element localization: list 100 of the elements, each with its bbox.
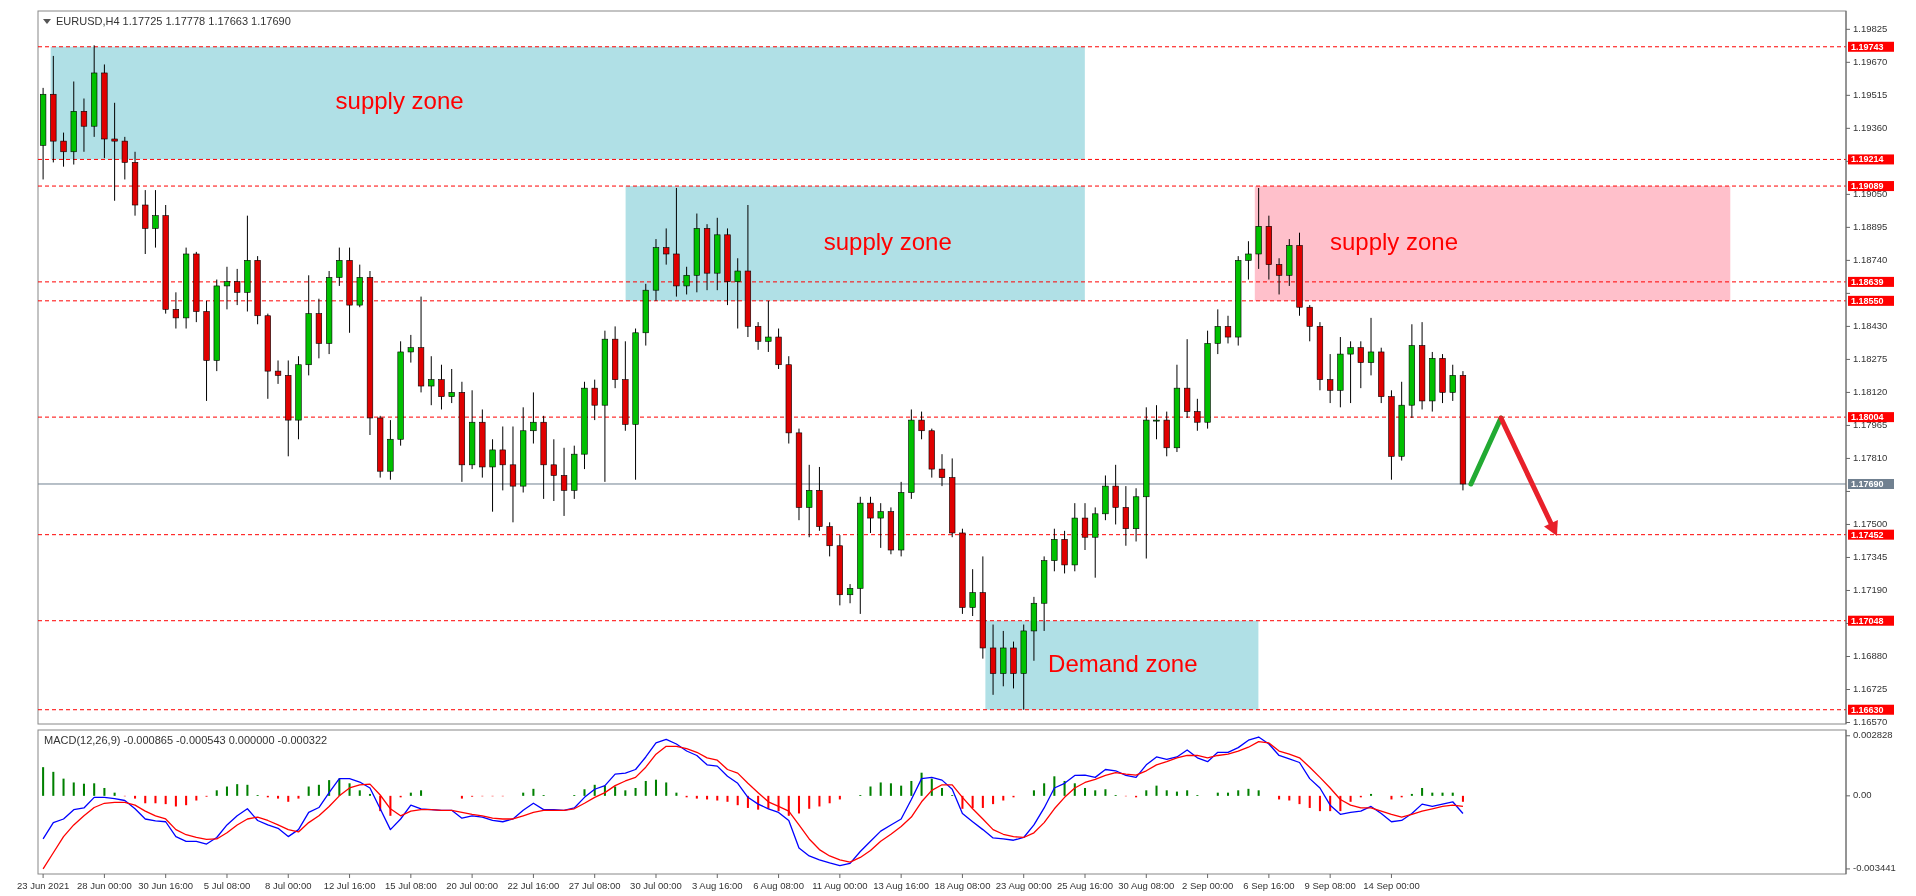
candlestick [806,464,813,538]
bar [1318,795,1321,812]
x-tick-label: 22 Jul 16:00 [507,880,560,891]
y-tick-label: 1.18895 [1853,220,1888,232]
bar [869,786,872,796]
x-tick-label: 28 Jun 00:00 [76,880,132,891]
ref-line-label: 1.18550 [1851,295,1884,306]
x-tick-label: 11 Aug 00:00 [812,880,868,891]
y-tick-label: 1.17810 [1853,451,1888,463]
candlestick [663,227,670,266]
x-tick-label: 8 Jul 00:00 [265,880,312,891]
bar [808,795,811,809]
bar [317,784,320,796]
bar [1165,790,1168,796]
ref-line-label: 1.16630 [1851,704,1884,715]
bar [726,795,729,802]
x-tick-label: 23 Jun 2021 [16,880,70,891]
candlestick [1112,464,1119,525]
bar [1441,792,1444,796]
x-tick-label: 30 Jun 16:00 [138,880,194,891]
candlestick [274,359,282,385]
candlestick [1214,308,1221,355]
y-tick-label: 1.16570 [1853,716,1888,728]
candlestick [336,247,343,287]
bar [1421,787,1424,796]
candlestick [234,268,241,306]
bar [1288,795,1291,801]
bar [981,795,984,808]
candlestick [1194,398,1201,432]
ref-line-label: 1.17452 [1851,529,1884,540]
bar [287,795,290,802]
candlestick [223,266,231,310]
y-tick-label: 1.17190 [1853,583,1888,595]
y-tick-label: 0.002828 [1853,729,1893,741]
x-tick-label: 12 Jul 16:00 [323,880,376,891]
bar [1145,790,1148,796]
x-tick-label: 6 Aug 08:00 [753,880,804,891]
y-tick-label: 1.18120 [1853,385,1888,397]
candlestick [1092,506,1099,579]
x-tick-label: 23 Aug 00:00 [995,880,1052,891]
candlestick [489,438,496,513]
candlestick [530,391,537,445]
bar [971,795,974,808]
x-tick-label: 27 Jul 08:00 [568,880,621,891]
bar [225,786,228,796]
bar [144,795,147,804]
bar [134,795,137,799]
candlestick [1081,502,1089,551]
bar [307,786,310,796]
ref-line-label: 1.17690 [1851,478,1884,489]
x-tick-label: 5 Jul 08:00 [203,880,251,891]
bar [1308,795,1311,808]
candlestick [969,568,976,617]
bar [940,787,944,796]
candlestick [867,496,874,534]
candlestick [1367,317,1375,376]
bar [583,789,586,796]
bar [1186,790,1189,796]
bar [828,795,831,804]
bar [1298,795,1301,805]
bar [910,780,913,796]
y-tick-label: 1.18740 [1853,253,1888,265]
y-tick-label: 1.17500 [1853,517,1888,529]
x-tick-label: 18 Aug 08:00 [934,880,991,891]
bar [236,784,239,796]
bar [1063,780,1066,796]
ref-line-label: 1.18639 [1851,276,1884,287]
bar [1104,789,1107,796]
y-tick-label: 1.18430 [1853,319,1888,331]
y-tick-label: 1.18275 [1853,352,1888,364]
bar [818,795,821,807]
candlestick [438,364,445,410]
bar [277,795,280,799]
y-tick-label: 1.16725 [1853,683,1888,695]
bar [992,795,995,805]
x-tick-label: 3 Aug 16:00 [691,880,743,891]
candlestick [407,334,414,364]
y-tick-label: 1.19360 [1853,121,1888,133]
ref-line-label: 1.19214 [1851,154,1884,165]
bar [358,790,361,796]
candlestick [591,379,598,421]
bar [1002,795,1005,801]
candlestick [1347,340,1354,404]
candlestick [1224,315,1232,344]
candlestick [1275,257,1283,295]
candlestick [918,411,925,440]
bar [797,795,801,814]
x-tick-label: 13 Aug 16:00 [873,880,930,891]
bar [246,784,249,796]
candlestick [121,136,128,180]
candlestick [734,257,741,330]
bar [665,782,668,796]
ref-line-label: 1.19089 [1851,180,1884,191]
bar [72,782,75,796]
x-tick-label: 25 Aug 16:00 [1057,880,1114,891]
candlestick [499,425,506,491]
candlestick [60,132,67,168]
bar [82,783,85,796]
band-label: supply zone [823,227,952,255]
candlestick [1245,240,1252,281]
